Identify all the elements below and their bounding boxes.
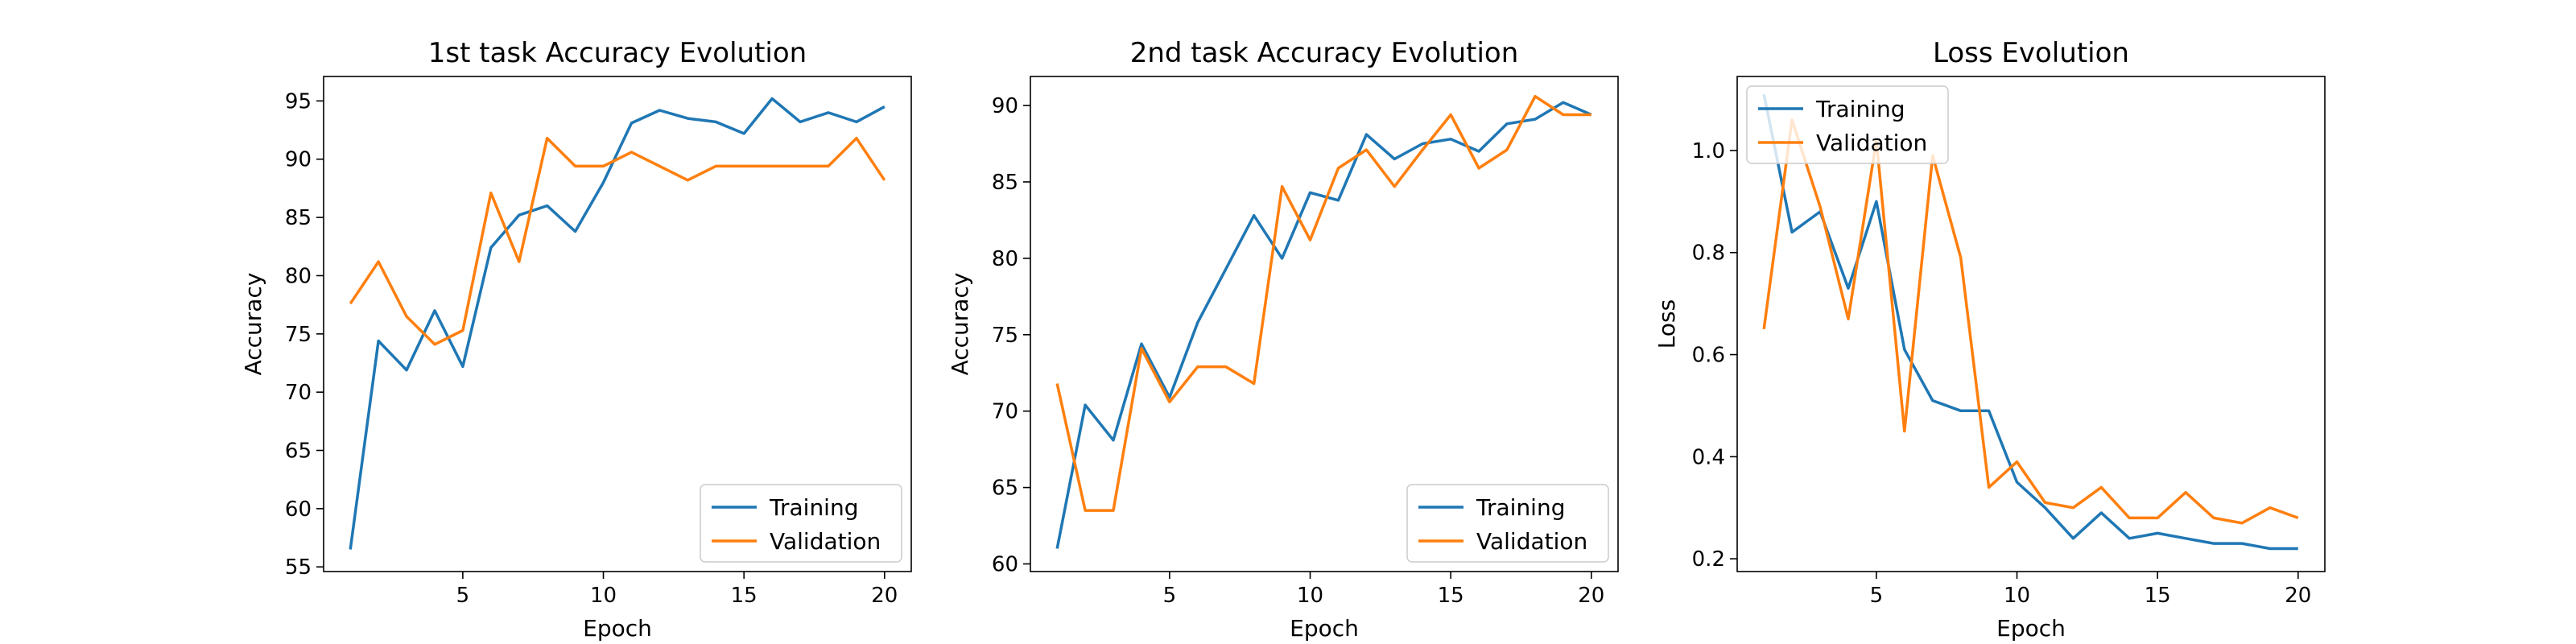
x-tick-label: 15 <box>1438 584 1464 608</box>
legend-label-validation: Validation <box>1816 130 1927 156</box>
legend-label-training: Training <box>769 494 858 521</box>
x-tick-label: 15 <box>731 584 758 608</box>
x-tick-label: 20 <box>1578 584 1604 608</box>
y-tick-label: 60 <box>992 553 1018 577</box>
legend-label-validation: Validation <box>1476 528 1587 555</box>
y-tick-label: 75 <box>992 324 1018 348</box>
chart-title: 2nd task Accuracy Evolution <box>1130 37 1519 69</box>
series-line-validation <box>1762 118 2299 525</box>
y-tick-label: 65 <box>285 440 312 464</box>
series-line-training <box>1762 93 2298 551</box>
x-axis-label: Epoch <box>1290 615 1359 642</box>
legend: Training Validation <box>700 484 902 563</box>
y-tick-label: 55 <box>285 555 312 580</box>
y-tick-label: 75 <box>285 323 312 347</box>
legend-label-validation: Validation <box>770 528 881 555</box>
legend-box <box>700 484 902 563</box>
y-axis-label: Loss <box>1653 299 1680 349</box>
x-tick-label: 5 <box>1163 584 1177 608</box>
y-tick-label: 80 <box>992 247 1018 271</box>
plot-frame <box>323 76 912 572</box>
y-tick-label: 90 <box>285 148 312 172</box>
y-axis-label: Accuracy <box>947 273 973 376</box>
chart-title: 1st task Accuracy Evolution <box>428 37 807 69</box>
chart-panel: Loss Evolution 5 10 15 20 0.2 0.4 0.6 0.8 1.0 Epoc… <box>1653 37 2326 642</box>
legend: Training Validation <box>1746 85 1949 164</box>
series-line-validation <box>349 136 886 346</box>
y-tick-label: 0.6 <box>1692 344 1725 368</box>
x-tick-label: 10 <box>2004 584 2030 608</box>
y-tick-label: 1.0 <box>1692 139 1725 163</box>
y-tick-label: 70 <box>285 381 312 405</box>
series-line-validation <box>1055 94 1591 512</box>
y-tick-label: 70 <box>992 400 1018 424</box>
x-tick-label: 5 <box>456 584 470 608</box>
y-tick-label: 95 <box>285 89 312 114</box>
legend-label-training: Training <box>1476 494 1565 521</box>
y-tick-label: 0.8 <box>1692 242 1725 266</box>
y-tick-label: 85 <box>285 206 312 230</box>
legend-box <box>1406 484 1609 563</box>
y-tick-label: 90 <box>992 94 1018 118</box>
legend-box <box>1746 85 1949 164</box>
y-tick-label: 85 <box>992 171 1018 195</box>
chart-title: Loss Evolution <box>1933 37 2129 69</box>
x-tick-label: 20 <box>871 584 898 608</box>
series-line-training <box>1055 101 1592 549</box>
y-tick-label: 65 <box>992 477 1018 501</box>
y-tick-label: 80 <box>285 264 312 288</box>
x-tick-label: 15 <box>2145 584 2171 608</box>
series-line-training <box>349 97 886 550</box>
y-axis-label: Accuracy <box>240 273 266 376</box>
y-tick-label: 0.4 <box>1692 445 1725 469</box>
legend-label-training: Training <box>1815 96 1905 122</box>
x-tick-label: 10 <box>590 584 617 608</box>
x-tick-label: 20 <box>2285 584 2311 608</box>
plot-frame <box>1736 76 2326 572</box>
chart-panel: 2nd task Accuracy Evolution 5 10 15 20 60 65 70… <box>947 37 1619 642</box>
plot-frame <box>1030 76 1619 572</box>
y-tick-label: 60 <box>285 497 312 522</box>
x-tick-label: 5 <box>1870 584 1884 608</box>
x-tick-label: 10 <box>1297 584 1323 608</box>
x-axis-label: Epoch <box>1996 615 2066 642</box>
y-tick-label: 0.2 <box>1692 547 1725 572</box>
x-axis-label: Epoch <box>583 615 652 642</box>
chart-panel: 1st task Accuracy Evolution 5 10 15 20 55 60 65… <box>240 37 912 642</box>
legend: Training Validation <box>1406 484 1609 563</box>
